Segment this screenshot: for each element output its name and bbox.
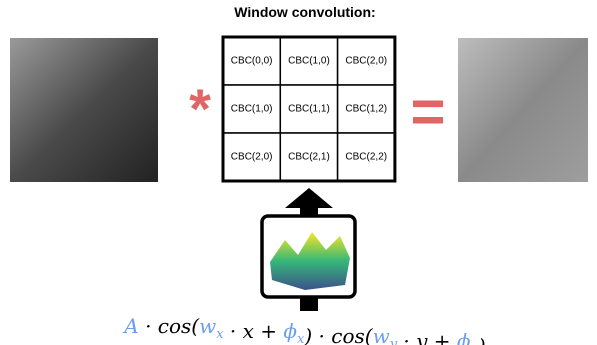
kernel-cell-label: CBC(2,0) <box>345 56 387 67</box>
formula-term: ) · cos( <box>303 324 373 345</box>
title: Window convolution: <box>234 4 375 20</box>
kernel-cell-label: CBC(1,0) <box>288 56 330 67</box>
formula: A · cos(wx · x + ϕx) · cos(wy · y + ϕy) <box>122 314 485 345</box>
formula-term: ϕ <box>457 329 471 345</box>
formula-term: · y + <box>397 329 457 345</box>
output-image <box>458 38 588 182</box>
arrow-shaft <box>300 297 318 311</box>
arrow-up <box>285 188 333 218</box>
kernel-cell-label: CBC(1,0) <box>231 104 273 115</box>
kernel-grid: CBC(0,0) CBC(1,0) CBC(2,0) CBC(1,0) CBC(1,1)… <box>223 37 395 181</box>
equals-operator: = <box>410 78 445 145</box>
input-image <box>10 38 158 182</box>
formula-term: w <box>373 324 390 345</box>
formula-term: w <box>199 314 216 338</box>
kernel-cell-label: CBC(2,0) <box>231 152 273 163</box>
formula-term: ϕ <box>283 319 297 343</box>
diagram: Window convolution: * CBC(0,0)CBC(1,0)CB… <box>0 0 597 345</box>
formula-term: · cos( <box>139 314 201 338</box>
kernel-cell-label: CBC(2,2) <box>345 152 387 163</box>
kernel-cell-label: CBC(1,1) <box>288 104 330 115</box>
convolution-operator: * <box>189 77 211 140</box>
kernel-cell-label: CBC(1,2) <box>345 104 387 115</box>
formula-term: ) <box>477 334 486 345</box>
kernel-cell-label: CBC(2,1) <box>288 152 330 163</box>
kernel-cell-label: CBC(0,0) <box>231 56 273 67</box>
formula-term: A <box>122 314 138 338</box>
formula-term: · x + <box>224 319 284 343</box>
